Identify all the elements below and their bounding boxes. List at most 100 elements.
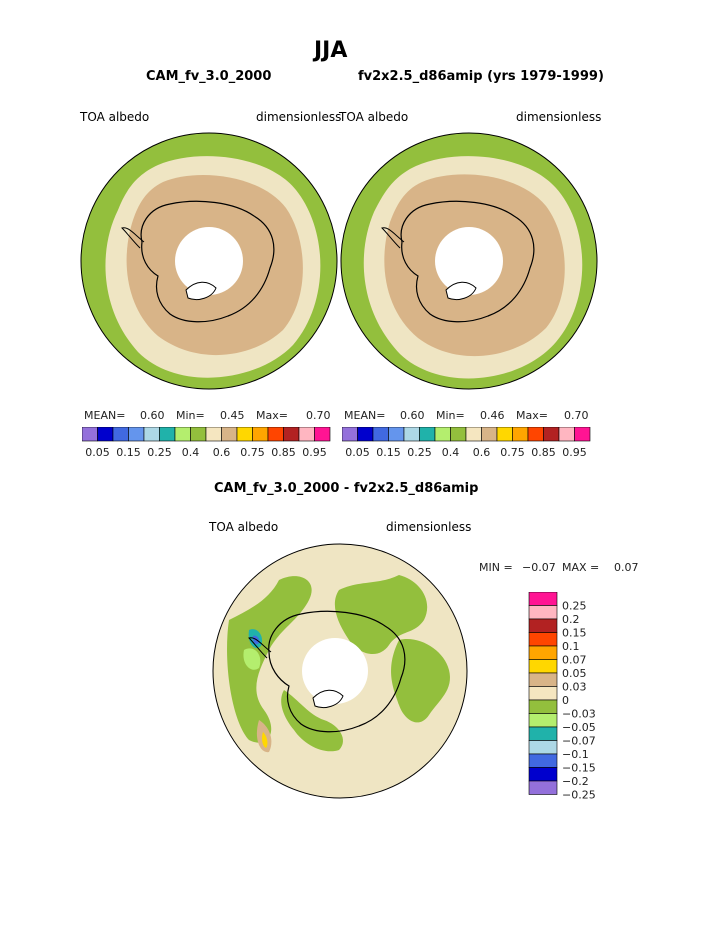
left-panel-title: CAM_fv_3.0_2000 [146, 69, 272, 84]
colorbar-tick-label: −0.1 [562, 748, 589, 761]
colorbar-swatch [543, 427, 560, 442]
diff-max-value: 0.07 [614, 561, 639, 574]
colorbar-tick-label: 0.25 [562, 600, 587, 613]
left-mean-value: 0.60 [140, 409, 165, 422]
left-max-value: 0.70 [306, 409, 331, 422]
left-mean-label: MEAN= [84, 409, 126, 422]
colorbar-tick-label: −0.03 [562, 708, 596, 721]
colorbar-swatch [450, 427, 467, 442]
colorbar-swatch [512, 427, 529, 442]
colorbar-tick-label: 0 [562, 694, 569, 707]
colorbar-tick-label: −0.15 [562, 762, 596, 775]
right-panel-title: fv2x2.5_d86amip (yrs 1979-1999) [358, 69, 604, 84]
colorbar-tick-label: 0.25 [407, 446, 432, 459]
right-mean-label: MEAN= [344, 409, 386, 422]
colorbar-tick-label: −0.05 [562, 721, 596, 734]
colorbar-tick-label: 0.07 [562, 654, 587, 667]
colorbar-tick-label: 0.85 [531, 446, 556, 459]
antarctic-coastline [140, 200, 275, 323]
left-min-value: 0.45 [220, 409, 245, 422]
colorbar-swatch [528, 686, 558, 701]
colorbar-swatch [267, 427, 284, 442]
colorbar-swatch [528, 632, 558, 647]
left-min-label: Min= [176, 409, 205, 422]
colorbar-swatch [528, 659, 558, 674]
colorbar-tick-label: 0.05 [345, 446, 370, 459]
colorbar-tick-label: 0.03 [562, 681, 587, 694]
colorbar-swatch [143, 427, 160, 442]
colorbar-swatch [528, 605, 558, 620]
colorbar-swatch [528, 699, 558, 714]
colorbar-swatch [558, 427, 575, 442]
colorbar-swatch [528, 726, 558, 741]
colorbar-swatch [236, 427, 253, 442]
colorbar-swatch [190, 427, 207, 442]
diff-variable-label: TOA albedo [209, 520, 279, 534]
colorbar-tick-label: 0.25 [147, 446, 172, 459]
colorbar-swatch [465, 427, 482, 442]
diff-max-label: MAX = [562, 561, 600, 574]
colorbar-tick-label: 0.75 [500, 446, 525, 459]
polar-missing [435, 227, 503, 295]
negative-anomaly-south [281, 690, 344, 752]
colorbar-tick-label: 0.15 [562, 627, 587, 640]
colorbar-swatch [372, 427, 389, 442]
colorbar-tick-label: 0.1 [562, 640, 580, 653]
right-mean-value: 0.60 [400, 409, 425, 422]
right-max-label: Max= [516, 409, 548, 422]
colorbar-tick-label: 0.95 [302, 446, 327, 459]
peninsula-coast [248, 637, 272, 659]
negative-anomaly-north [334, 575, 428, 655]
colorbar-swatch [298, 427, 315, 442]
colorbar-swatch [574, 427, 591, 442]
polar-missing [302, 638, 368, 704]
colorbar-swatch [528, 672, 558, 687]
colorbar-swatch [528, 753, 558, 768]
colorbar-tick-label: 0.75 [240, 446, 265, 459]
colorbar-tick-label: −0.25 [562, 789, 596, 802]
right-min-value: 0.46 [480, 409, 505, 422]
strong-positive-patch [262, 732, 268, 748]
colorbar-swatch [528, 780, 558, 795]
colorbar-swatch [528, 645, 558, 660]
colorbar-tick-label: 0.05 [562, 667, 587, 680]
colorbar-swatch [205, 427, 222, 442]
ross-ice-shelf [185, 281, 217, 301]
colorbar-swatch [112, 427, 129, 442]
moderate-negative-patch [243, 648, 261, 670]
colorbar-swatch [221, 427, 238, 442]
colorbar-swatch [481, 427, 498, 442]
diff-colorbar: 0.250.20.150.10.070.050.030−0.03−0.05 −0.… [528, 592, 596, 802]
left-colorbar: 0.05 0.15 0.25 0.4 0.6 0.75 0.85 0.95 [82, 427, 331, 459]
colorbar-swatch [528, 713, 558, 728]
colorbar-swatch [528, 618, 558, 633]
right-polar-map [340, 132, 598, 390]
peninsula-coast [381, 227, 405, 249]
colorbar-swatch [434, 427, 451, 442]
right-max-value: 0.70 [564, 409, 589, 422]
diff-units-label: dimensionless [386, 520, 472, 534]
colorbar-tick-label: 0.05 [85, 446, 110, 459]
left-max-label: Max= [256, 409, 288, 422]
colorbar-tick-label: 0.6 [213, 446, 231, 459]
colorbar-swatch [342, 427, 358, 442]
colorbar-swatch [357, 427, 374, 442]
diff-min-value: −0.07 [522, 561, 556, 574]
ross-ice-shelf [445, 281, 477, 301]
colorbar-swatch [496, 427, 513, 442]
colorbar-swatch [174, 427, 191, 442]
colorbar-tick-label: 0.4 [442, 446, 460, 459]
left-variable-label: TOA albedo [80, 110, 150, 124]
negative-anomaly-east [391, 639, 450, 723]
colorbar-tick-label: 0.15 [116, 446, 141, 459]
diff-min-label: MIN = [479, 561, 513, 574]
colorbar-tick-label: −0.2 [562, 775, 589, 788]
colorbar-tick-label: 0.2 [562, 613, 580, 626]
right-variable-label: TOA albedo [339, 110, 409, 124]
peninsula-coast [121, 227, 145, 249]
diff-panel-title: CAM_fv_3.0_2000 - fv2x2.5_d86amip [214, 481, 479, 496]
colorbar-swatch [82, 427, 98, 442]
colorbar-swatch [403, 427, 420, 442]
colorbar-swatch [419, 427, 436, 442]
colorbar-swatch [283, 427, 300, 442]
